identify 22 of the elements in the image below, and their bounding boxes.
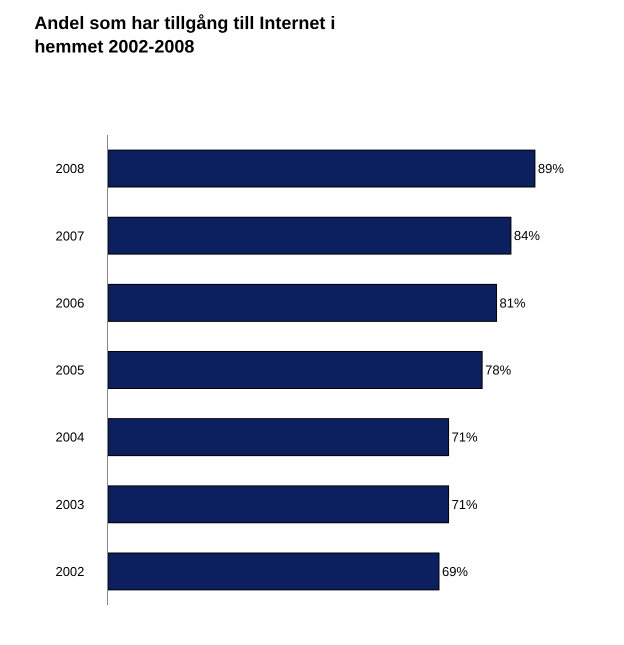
data-label: 69% — [442, 564, 468, 579]
data-label: 78% — [485, 362, 512, 378]
data-label: 89% — [538, 161, 564, 176]
bar — [108, 351, 483, 389]
data-label: 71% — [452, 430, 478, 445]
bar — [108, 552, 440, 590]
bar — [108, 485, 450, 524]
y-tick-label: 2003 — [55, 496, 84, 512]
data-label: 71% — [452, 496, 478, 512]
bar — [108, 150, 536, 188]
y-tick-label: 2008 — [55, 161, 84, 176]
y-tick-label: 2004 — [55, 430, 84, 445]
bar — [108, 418, 450, 456]
bar — [108, 216, 512, 255]
y-tick-label: 2005 — [55, 362, 84, 378]
chart-title: Andel som har tillgång till Internet i hemmet 2002-2008 — [34, 13, 336, 56]
y-tick-label: 2006 — [55, 295, 84, 310]
data-label: 84% — [514, 228, 540, 244]
data-label: 81% — [500, 295, 526, 310]
y-tick-label: 2007 — [55, 228, 84, 244]
bar — [108, 284, 498, 322]
y-tick-label: 2002 — [55, 564, 84, 579]
